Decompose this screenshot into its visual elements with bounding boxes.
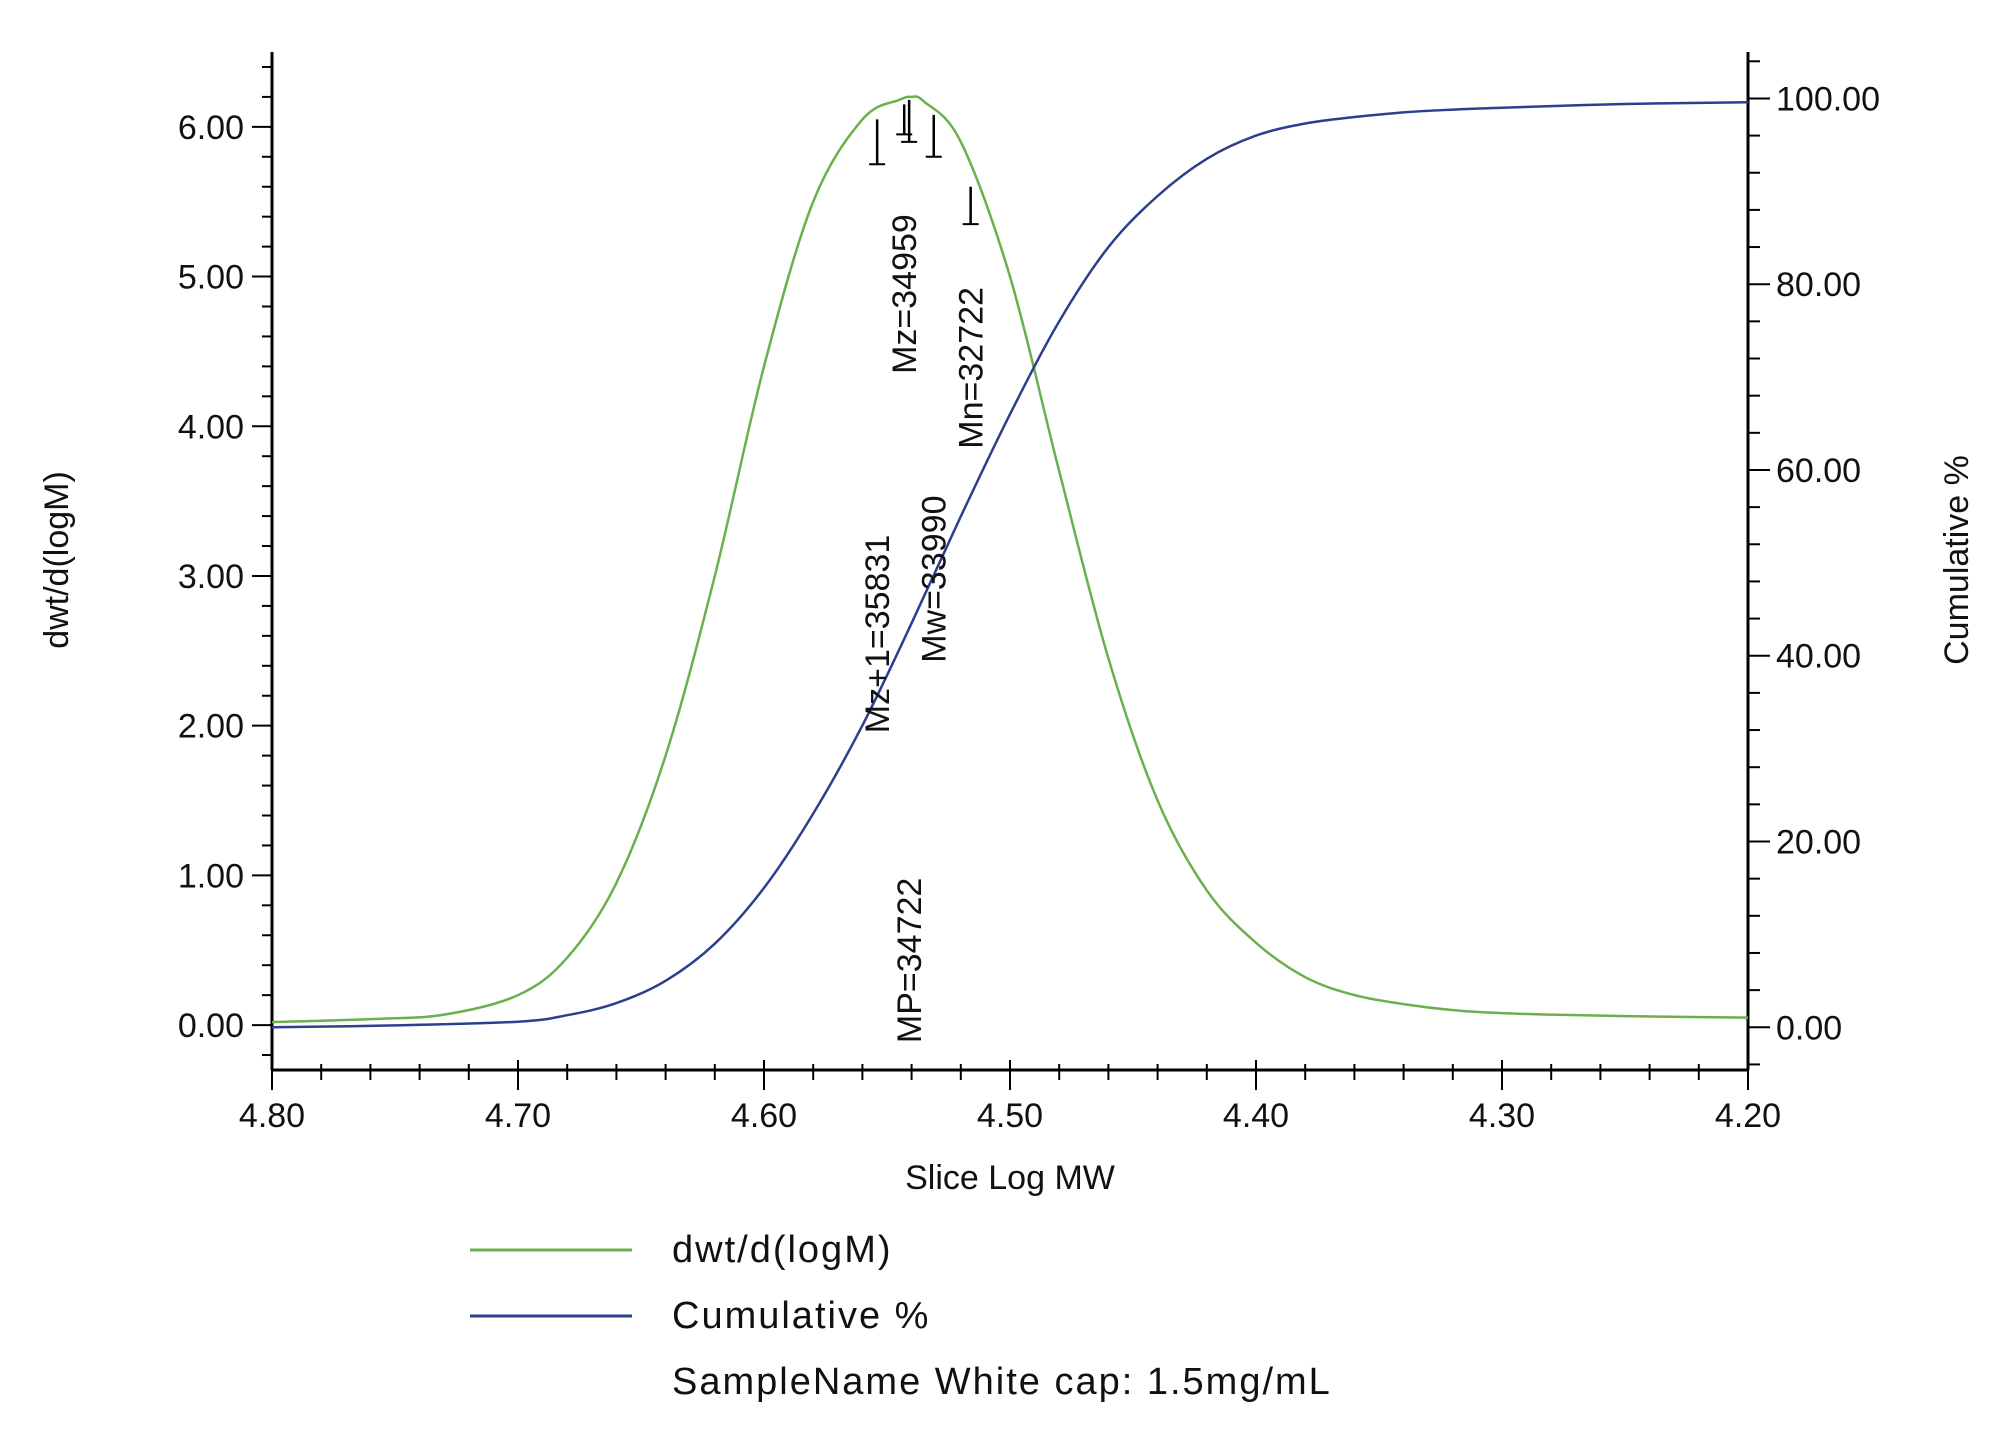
y-left-tick-label: 1.00 [178,857,244,895]
y-left-tick-label: 3.00 [178,558,244,596]
annotation-label: Mz=34959 [886,214,924,374]
y-right-tick-label: 60.00 [1776,452,1861,490]
x-tick-label: 4.20 [1715,1097,1781,1135]
x-tick-label: 4.80 [239,1097,305,1135]
y-left-tick-label: 6.00 [178,109,244,147]
y-right-tick-label: 80.00 [1776,266,1861,304]
y-left-axis: 0.00 1.00 2.00 3.00 4.00 5.00 6.00 [178,65,272,1057]
x-tick-label: 4.60 [731,1097,797,1135]
y-right-tick-label: 100.00 [1776,80,1880,118]
x-tick-label: 4.40 [1223,1097,1289,1135]
annotation-label: MP=34722 [891,878,929,1043]
y-right-axis: 0.00 20.00 40.00 60.00 80.00 100.00 [1748,60,1880,1066]
legend-label: dwt/d(logM) [672,1229,893,1271]
dwt-series-line [271,95,1749,1024]
y-right-tick-label: 40.00 [1776,638,1861,676]
legend: dwt/d(logM) Cumulative % SampleName White … [470,1229,1332,1403]
y-right-tick-label: 0.00 [1776,1009,1842,1047]
annotation-layer: Mz+1=35831 MP=34722 Mz=34959 Mw=33990 Mn=327… [859,99,991,1043]
legend-label: Cumulative % [672,1295,930,1337]
annotation-label: Mn=32722 [953,287,991,449]
x-tick-label: 4.70 [485,1097,551,1135]
x-axis-title: Slice Log MW [905,1159,1115,1197]
cumulative-series-line [271,100,1749,1029]
plot-frame [270,52,1750,1072]
y-left-axis-title: dwt/d(logM) [38,471,76,649]
y-right-tick-label: 20.00 [1776,824,1861,862]
y-left-tick-label: 0.00 [178,1007,244,1045]
y-left-tick-label: 2.00 [178,708,244,746]
y-left-tick-label: 5.00 [178,259,244,297]
y-right-axis-title: Cumulative % [1938,455,1976,665]
x-tick-label: 4.50 [977,1097,1043,1135]
annotation-label: Mw=33990 [916,496,954,663]
y-left-tick-label: 4.00 [178,408,244,446]
series-layer [271,95,1749,1029]
legend-label: SampleName White cap: 1.5mg/mL [672,1361,1332,1403]
x-axis: 4.80 4.70 4.60 4.50 4.40 4.30 4.20 [239,1060,1781,1135]
x-tick-label: 4.30 [1469,1097,1535,1135]
annotation-label: Mz+1=35831 [859,535,897,734]
